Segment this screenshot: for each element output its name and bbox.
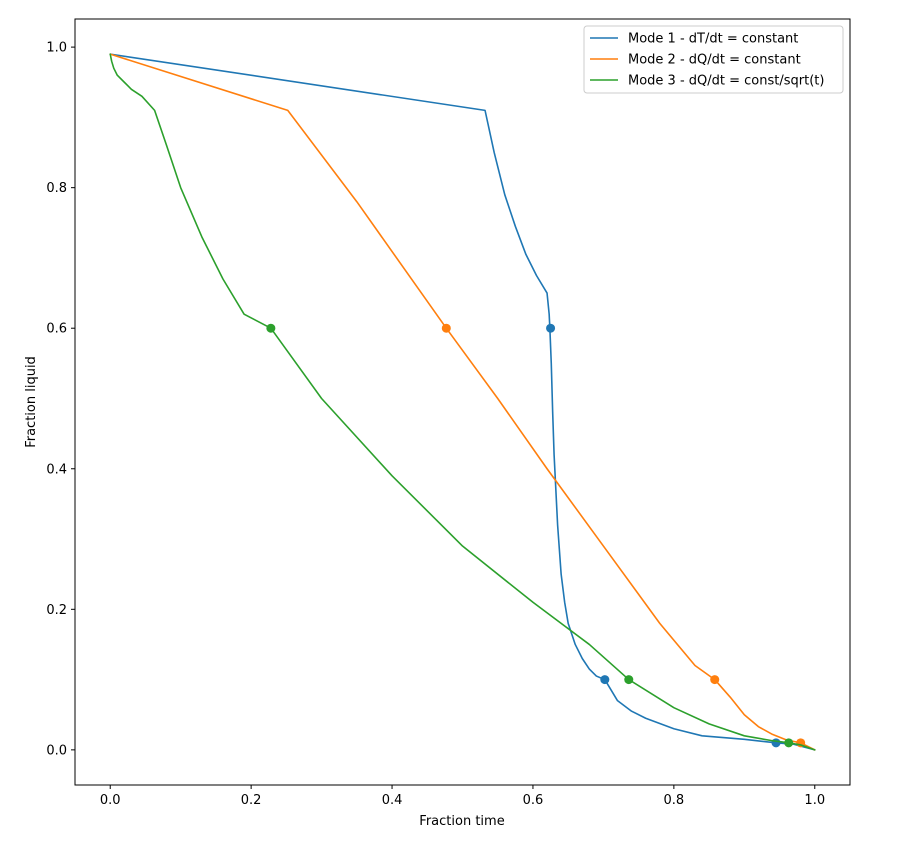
series-marker-mode-3 <box>624 675 634 685</box>
x-tick-label: 0.0 <box>100 793 121 808</box>
series-marker-mode-1 <box>771 738 781 748</box>
plot-frame <box>74 18 851 786</box>
legend-label-mode-2: Mode 2 - dQ/dt = constant <box>628 53 801 68</box>
x-tick-label: 0.2 <box>241 793 262 808</box>
series-marker-mode-1 <box>600 675 610 685</box>
y-tick-label: 0.4 <box>46 462 67 477</box>
legend-label-mode-1: Mode 1 - dT/dt = constant <box>628 32 798 47</box>
plot-area <box>74 18 851 786</box>
y-axis-ticks: 0.0 0.2 0.4 0.6 0.8 1.0 <box>46 41 75 758</box>
x-tick-label: 0.8 <box>664 793 685 808</box>
y-axis-label: Fraction liquid <box>24 356 39 448</box>
legend-label-mode-3: Mode 3 - dQ/dt = const/sqrt(t) <box>628 74 824 89</box>
series-marker-mode-3 <box>266 323 276 333</box>
legend-box <box>583 25 844 94</box>
x-axis-label: Fraction time <box>419 814 504 829</box>
y-tick-label: 0.0 <box>46 743 67 758</box>
series-marker-mode-2 <box>710 675 720 685</box>
y-tick-label: 0.8 <box>46 181 67 196</box>
series-marker-mode-3 <box>784 738 794 748</box>
series-marker-mode-1 <box>546 323 556 333</box>
series-marker-mode-2 <box>441 323 451 333</box>
x-tick-label: 0.6 <box>523 793 544 808</box>
x-axis-ticks: 0.0 0.2 0.4 0.6 0.8 1.0 <box>100 785 825 808</box>
legend: Mode 1 - dT/dt = constant Mode 2 - dQ/dt … <box>583 25 844 94</box>
x-tick-label: 1.0 <box>804 793 825 808</box>
y-tick-label: 1.0 <box>46 41 67 56</box>
series-line-mode-2 <box>109 53 816 751</box>
y-tick-label: 0.6 <box>46 322 67 337</box>
y-tick-label: 0.2 <box>46 603 67 618</box>
x-tick-label: 0.4 <box>382 793 403 808</box>
series-line-mode-1 <box>109 53 816 751</box>
